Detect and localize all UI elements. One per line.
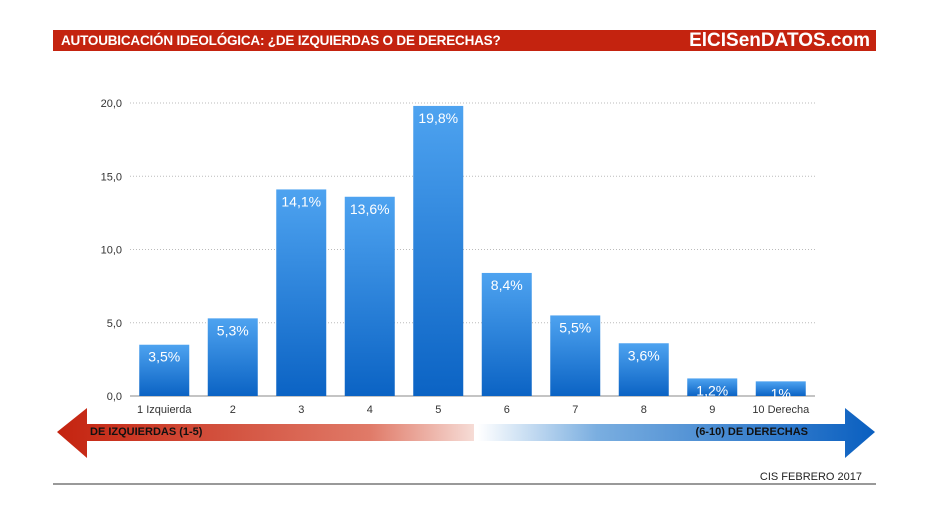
bar [344,196,395,396]
bar [550,315,601,396]
brand-logo: ElCISenDATOS.com [689,30,870,51]
bar [413,105,464,397]
bar [687,378,738,396]
x-tick-label: 8 [641,404,647,416]
y-tick-label: 10,0 [101,245,122,257]
bar [755,381,806,396]
data-label: 1,2% [696,382,728,398]
data-label: 19,8% [418,110,458,126]
ideology-scale-arrow [57,408,875,458]
x-tick-label: 10 Derecha [752,404,810,416]
y-tick-label: 0,0 [107,391,122,403]
right-arrow-label: (6-10) DE DERECHAS [695,426,808,438]
right-arrow [478,408,875,458]
data-label: 1% [771,385,791,401]
bar [618,343,669,396]
y-tick-label: 15,0 [101,171,122,183]
bar [207,318,258,396]
title-banner: AUTOUBICACIÓN IDEOLÓGICA: ¿DE IZQUIERDAS… [53,30,876,51]
data-label: 14,1% [281,193,321,209]
x-tick-label: 1 Izquierda [137,404,192,416]
bar [139,344,190,396]
data-label: 8,4% [491,277,523,293]
left-arrow [57,408,474,458]
chart-title: AUTOUBICACIÓN IDEOLÓGICA: ¿DE IZQUIERDAS… [61,33,501,48]
bar [481,272,532,396]
data-label: 3,5% [148,349,180,365]
x-tick-label: 9 [709,404,715,416]
footer-divider [53,483,876,485]
data-label: 5,3% [217,322,249,338]
source-note: CIS FEBRERO 2017 [759,471,862,483]
x-tick-label: 2 [230,404,236,416]
x-tick-label: 5 [435,404,441,416]
x-tick-label: 6 [504,404,510,416]
x-tick-label: 4 [367,404,373,416]
y-tick-label: 20,0 [101,98,122,110]
x-tick-label: 7 [572,404,578,416]
data-label: 13,6% [350,201,390,217]
bar [276,189,327,396]
data-label: 5,5% [559,319,591,335]
y-tick-label: 5,0 [107,318,122,330]
data-label: 3,6% [628,347,660,363]
left-arrow-label: DE IZQUIERDAS (1-5) [90,426,203,438]
x-tick-label: 3 [298,404,304,416]
